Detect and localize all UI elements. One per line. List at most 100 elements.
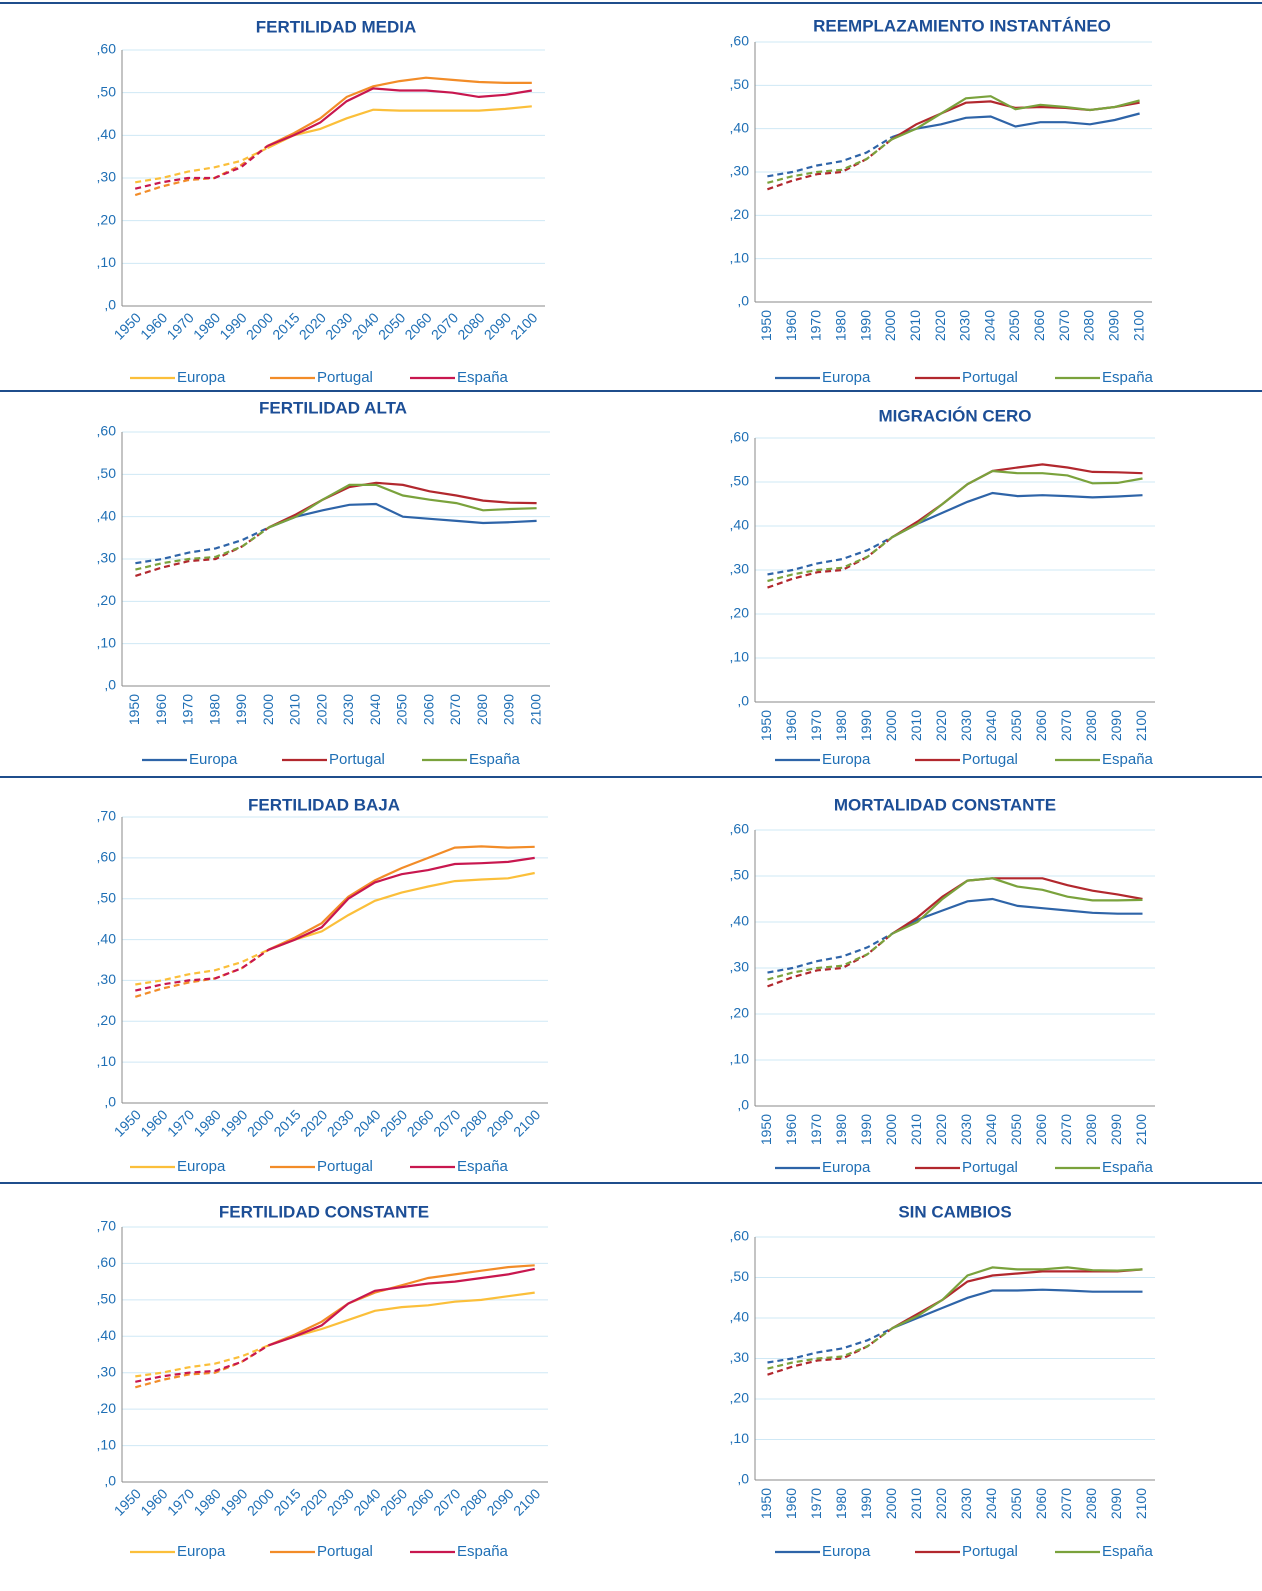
x-tick-label: 1970 bbox=[808, 310, 824, 341]
x-tick-label: 2070 bbox=[1058, 710, 1074, 741]
x-tick-label: 2040 bbox=[983, 710, 999, 741]
x-tick-label: 2080 bbox=[1083, 1114, 1099, 1145]
x-tick-label: 1980 bbox=[191, 1485, 224, 1518]
y-tick-label: ,10 bbox=[97, 1436, 117, 1452]
series-line bbox=[891, 112, 1140, 139]
y-tick-label: ,10 bbox=[730, 1051, 750, 1067]
chart-title: REEMPLAZAMIENTO INSTANTÁNEO bbox=[813, 16, 1111, 35]
x-tick-label: 2000 bbox=[244, 1106, 277, 1139]
series-line bbox=[268, 1291, 535, 1347]
x-tick-label: 2030 bbox=[957, 310, 973, 341]
y-tick-label: ,20 bbox=[730, 206, 750, 222]
x-tick-label: 1960 bbox=[783, 710, 799, 741]
series-line bbox=[268, 502, 537, 529]
series-line bbox=[135, 526, 270, 571]
series-line bbox=[767, 932, 894, 981]
y-tick-label: ,10 bbox=[97, 254, 117, 270]
x-tick-label: 2060 bbox=[1031, 310, 1047, 341]
series-line bbox=[268, 871, 535, 951]
y-tick-label: ,40 bbox=[730, 119, 750, 135]
x-tick-label: 2050 bbox=[375, 309, 408, 342]
x-tick-label: 2040 bbox=[349, 309, 382, 342]
x-tick-label: 1980 bbox=[833, 710, 849, 741]
legend-label: Europa bbox=[177, 1158, 226, 1175]
x-tick-label: 1990 bbox=[216, 309, 249, 342]
y-tick-label: ,50 bbox=[730, 867, 750, 883]
x-tick-label: 2080 bbox=[457, 1106, 490, 1139]
y-tick-label: ,60 bbox=[730, 33, 750, 49]
y-tick-label: ,60 bbox=[97, 849, 117, 865]
legend-label: España bbox=[1102, 1543, 1154, 1560]
x-tick-label: 2050 bbox=[1008, 1488, 1024, 1519]
y-tick-label: ,70 bbox=[97, 1218, 117, 1234]
series-line bbox=[266, 105, 532, 150]
series-line bbox=[891, 95, 1140, 141]
series-line bbox=[891, 1268, 1143, 1330]
x-tick-label: 2020 bbox=[933, 1114, 949, 1145]
x-tick-label: 2060 bbox=[1033, 710, 1049, 741]
x-tick-label: 1960 bbox=[137, 1485, 170, 1518]
legend-label: España bbox=[1102, 1159, 1154, 1176]
series-line bbox=[892, 1288, 1143, 1330]
x-tick-label: 2100 bbox=[510, 1106, 543, 1139]
x-tick-label: 2030 bbox=[324, 1485, 357, 1518]
x-tick-label: 1970 bbox=[808, 1114, 824, 1145]
series-line bbox=[268, 483, 537, 529]
chart-title: MORTALIDAD CONSTANTE bbox=[834, 795, 1056, 814]
series-line bbox=[267, 845, 535, 951]
x-tick-label: 1980 bbox=[833, 1488, 849, 1519]
x-tick-label: 1970 bbox=[164, 1106, 197, 1139]
legend-label: España bbox=[457, 1158, 509, 1175]
x-tick-label: 1960 bbox=[783, 1114, 799, 1145]
y-tick-label: ,30 bbox=[97, 169, 117, 185]
y-tick-label: ,30 bbox=[97, 550, 117, 566]
legend-label: Portugal bbox=[962, 369, 1018, 386]
chart-title: FERTILIDAD BAJA bbox=[248, 795, 400, 814]
series-line bbox=[767, 138, 893, 184]
y-tick-label: ,30 bbox=[730, 1349, 750, 1365]
legend-label: España bbox=[469, 751, 521, 768]
x-tick-label: 2030 bbox=[324, 1106, 357, 1139]
x-tick-label: 2020 bbox=[297, 1485, 330, 1518]
x-tick-label: 2100 bbox=[1133, 1114, 1149, 1145]
x-tick-label: 2060 bbox=[1033, 1488, 1049, 1519]
legend-label: Europa bbox=[177, 1543, 226, 1560]
x-tick-label: 2000 bbox=[260, 694, 276, 725]
series-line bbox=[134, 145, 269, 197]
x-tick-label: 1990 bbox=[858, 1114, 874, 1145]
x-tick-label: 2050 bbox=[1008, 710, 1024, 741]
x-tick-label: 1950 bbox=[111, 309, 144, 342]
x-tick-label: 1950 bbox=[758, 1488, 774, 1519]
x-tick-label: 1990 bbox=[858, 1488, 874, 1519]
series-line bbox=[767, 536, 894, 589]
x-tick-label: 2090 bbox=[483, 1485, 516, 1518]
y-tick-label: ,0 bbox=[104, 677, 116, 693]
legend-label: España bbox=[457, 1543, 509, 1560]
x-tick-label: 2010 bbox=[908, 1488, 924, 1519]
series-line bbox=[266, 87, 532, 148]
series-line bbox=[767, 932, 894, 988]
y-tick-label: ,50 bbox=[730, 1268, 750, 1284]
series-line bbox=[767, 1327, 894, 1370]
x-tick-label: 1950 bbox=[111, 1485, 144, 1518]
y-tick-label: ,30 bbox=[97, 1363, 117, 1379]
x-tick-label: 2100 bbox=[1133, 710, 1149, 741]
x-tick-label: 2030 bbox=[958, 1114, 974, 1145]
y-tick-label: ,10 bbox=[730, 249, 750, 265]
x-tick-label: 2000 bbox=[882, 310, 898, 341]
x-tick-label: 2100 bbox=[1133, 1488, 1149, 1519]
series-line bbox=[135, 147, 268, 184]
x-tick-label: 1970 bbox=[164, 1485, 197, 1518]
y-tick-label: ,20 bbox=[730, 1005, 750, 1021]
y-tick-label: ,0 bbox=[737, 293, 749, 309]
y-tick-label: ,50 bbox=[97, 1291, 117, 1307]
y-tick-label: ,10 bbox=[97, 634, 117, 650]
series-line bbox=[266, 76, 532, 147]
y-tick-label: ,20 bbox=[97, 592, 117, 608]
x-tick-label: 2090 bbox=[1108, 1114, 1124, 1145]
series-line bbox=[891, 491, 1143, 538]
x-tick-label: 2060 bbox=[420, 694, 436, 725]
y-tick-label: ,0 bbox=[104, 297, 116, 313]
x-tick-label: 2070 bbox=[430, 1106, 463, 1139]
